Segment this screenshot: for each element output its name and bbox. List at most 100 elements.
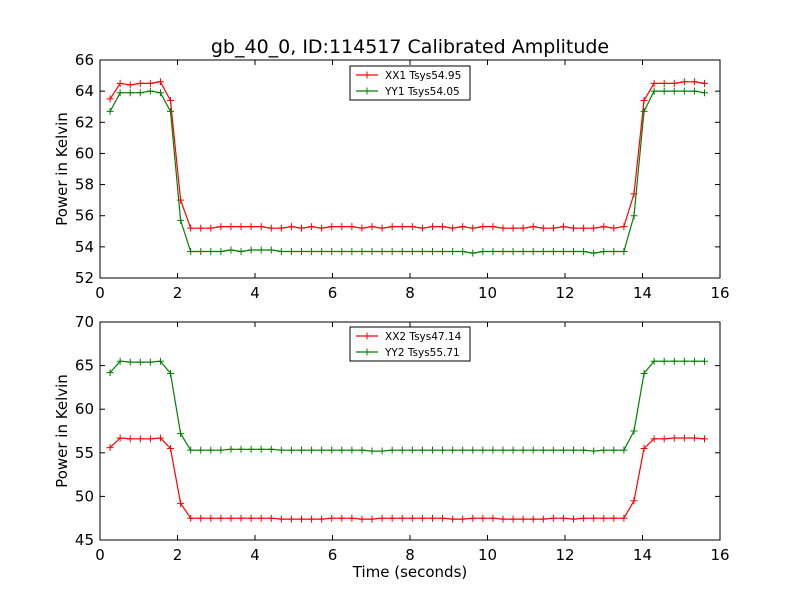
- panel-1-series-1-point: [247, 223, 255, 231]
- panel-2-series-1-point: [680, 434, 688, 442]
- panel-1-series-2-point: [257, 246, 265, 254]
- panel-2-series-1-point: [247, 514, 255, 522]
- panel-2-series-2-point: [660, 357, 668, 365]
- panel-2-series-2-point: [580, 446, 588, 454]
- panel-1-series-1-point: [328, 223, 336, 231]
- panel-2-x-tick-label: 6: [328, 546, 338, 564]
- panel-1-series-2-point: [469, 249, 477, 257]
- panel-1-y-tick-label: 64: [75, 82, 94, 100]
- panel-2-series-1-point: [650, 435, 658, 443]
- panel-1-series-1-point: [408, 223, 416, 231]
- panel-2-series-1-point: [549, 514, 557, 522]
- panel-2-series-2-point: [358, 446, 366, 454]
- panel-1-series-1-point: [670, 79, 678, 87]
- panel-1-series-1-point: [559, 223, 567, 231]
- panel-2-series-1-point: [116, 434, 124, 442]
- panel-1-series-1-point: [640, 96, 648, 104]
- panel-1-series-2-point: [156, 89, 164, 97]
- panel-1-series-1-point: [298, 224, 305, 232]
- panel-1-series-1-point: [287, 223, 295, 231]
- panel-2-series-2-point: [539, 446, 547, 454]
- panel-2-series-1-point: [670, 434, 678, 442]
- panel-1-series-1-point: [529, 223, 537, 231]
- panel-2-series-2-point: [187, 446, 195, 454]
- panel-1-series-2-point: [177, 216, 185, 224]
- panel-2-series-1-point: [640, 444, 648, 452]
- panel-2-series-2-point: [368, 447, 376, 455]
- panel-1-series-1-point: [106, 95, 114, 103]
- panel-2-x-tick-label: 16: [710, 546, 729, 564]
- panel-1-x-tick-label: 10: [478, 284, 497, 302]
- panel-1-series-1-point: [479, 223, 487, 231]
- panel-2-series-2-point: [459, 446, 467, 454]
- panel-1-series-2-point: [277, 248, 285, 256]
- panel-1-y-tick-label: 52: [75, 269, 94, 287]
- panel-2-series-1-point: [328, 514, 336, 522]
- panel-2-series-1-point: [408, 514, 416, 522]
- panel-2-x-tick-label: 14: [633, 546, 652, 564]
- panel-2-series-2-point: [207, 446, 215, 454]
- panel-1-series-2-point: [398, 248, 406, 256]
- panel-2-x-tick-label: 12: [555, 546, 574, 564]
- panel-1-series-2-point: [227, 246, 235, 254]
- panel-1-series-2-point: [197, 248, 205, 256]
- panel-2-series-2-point: [408, 446, 416, 454]
- panel-2-series-2-point: [378, 447, 386, 455]
- panel-1-series-1-point: [237, 223, 245, 231]
- panel-1-series-1-point: [136, 79, 144, 87]
- panel-1-series-2-point: [287, 248, 295, 256]
- panel-2-series-1-point: [388, 514, 396, 522]
- panel-1-series-1-point: [650, 79, 658, 87]
- panel-1-y-tick-label: 56: [75, 207, 94, 225]
- panel-2-series-1-point: [570, 515, 578, 523]
- panel-1-series-2-point: [701, 89, 708, 97]
- panel-1-series-2-point: [368, 248, 376, 256]
- panel-2-x-tick-label: 4: [250, 546, 260, 564]
- panel-2-series-2-point: [338, 446, 346, 454]
- panel-1-series-1-point: [338, 223, 346, 231]
- panel-1-series-1-point: [308, 223, 316, 231]
- panel-1-series-1-point: [620, 223, 628, 231]
- panel-2-series-1-point: [701, 435, 708, 443]
- panel-2-series-2-point: [247, 445, 255, 453]
- panel-1-x-tick-label: 12: [555, 284, 574, 302]
- panel-2-legend-label: XX2 Tsys47.14: [385, 331, 462, 343]
- panel-2-series-2-point: [318, 446, 326, 454]
- panel-1-series-1: [106, 78, 708, 232]
- panel-1-series-1-point: [277, 224, 285, 232]
- panel-2-x-tick-label: 8: [405, 546, 415, 564]
- panel-2-series-2-point: [267, 445, 275, 453]
- panel-2-x-tick-label: 10: [478, 546, 497, 564]
- panel-1-series-2-point: [247, 246, 255, 254]
- panel-2-series-1-point: [499, 515, 507, 523]
- panel-2-legend-box: [349, 326, 471, 362]
- panel-2-series-2-point: [328, 446, 336, 454]
- panel-2-series-1-point: [479, 514, 487, 522]
- panel-1-series-2-point: [428, 248, 436, 256]
- chart-title: gb_40_0, ID:114517 Calibrated Amplitude: [211, 36, 609, 58]
- panel-1-series-1-point: [489, 223, 497, 231]
- panel-1-x-tick-label: 16: [710, 284, 729, 302]
- panel-1-series-1-point: [690, 78, 698, 86]
- panel-2-legend-marker: [363, 348, 371, 356]
- panel-1-series-1-point: [116, 79, 124, 87]
- panel-1-series-2-point: [408, 248, 416, 256]
- panel-2-series-1-point: [187, 514, 195, 522]
- panel-2-y-tick-label: 55: [75, 444, 94, 462]
- panel-1-series-1-point: [499, 224, 507, 232]
- panel-2-x-tick-label: 0: [95, 546, 105, 564]
- panel-1-series-2-point: [328, 248, 336, 256]
- panel-1-series-1-point: [428, 223, 436, 231]
- panel-2-series-1-point: [449, 515, 457, 523]
- panel-1-series-2-point: [570, 248, 578, 256]
- panel-1-legend-marker: [363, 71, 371, 79]
- panel-1-series-2-point: [549, 248, 557, 256]
- panel-2-series-2-point: [570, 446, 578, 454]
- panel-1-series-2-point: [378, 248, 386, 256]
- panel-1-series-2-point: [146, 87, 154, 95]
- panel-1-series-2-point: [680, 87, 688, 95]
- panel-2-series-2-point: [298, 446, 305, 454]
- panel-2-series-1-point: [529, 515, 537, 523]
- panel-2-series-1-point: [418, 514, 426, 522]
- panel-2-series-2-point: [388, 446, 396, 454]
